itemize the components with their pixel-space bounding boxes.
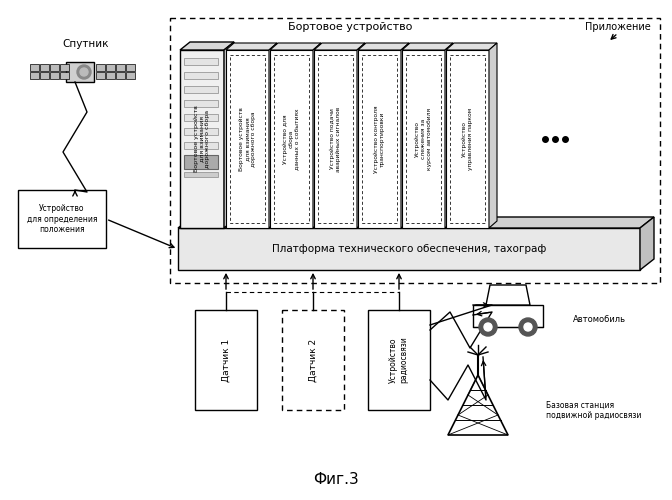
Bar — [402, 50, 445, 228]
Bar — [60, 72, 69, 79]
Bar — [40, 72, 49, 79]
Circle shape — [479, 318, 497, 336]
Bar — [18, 190, 106, 248]
Bar — [50, 64, 59, 71]
Bar — [106, 64, 115, 71]
Bar — [446, 50, 489, 228]
Polygon shape — [489, 43, 497, 228]
Text: Датчик 2: Датчик 2 — [308, 338, 317, 382]
Polygon shape — [358, 43, 409, 50]
Bar — [126, 64, 135, 71]
Bar — [473, 305, 543, 327]
Text: Платформа технического обеспечения, тахограф: Платформа технического обеспечения, тахо… — [271, 244, 546, 254]
Polygon shape — [402, 43, 453, 50]
Text: Автомобиль: Автомобиль — [573, 316, 626, 324]
Circle shape — [80, 68, 88, 76]
Polygon shape — [446, 43, 497, 50]
Text: Устройство
управления парком: Устройство управления парком — [462, 108, 473, 170]
Circle shape — [519, 318, 537, 336]
Bar — [126, 72, 135, 79]
Bar — [60, 64, 69, 71]
Text: Устройство подачи
аварийных сигналов: Устройство подачи аварийных сигналов — [330, 106, 341, 172]
Bar — [184, 128, 218, 135]
Text: Устройство контроля
транспортировки: Устройство контроля транспортировки — [374, 105, 385, 173]
Polygon shape — [178, 217, 654, 228]
Text: Устройство
слежения за
курсом автомобиля: Устройство слежения за курсом автомобиля — [415, 108, 432, 170]
Bar — [50, 72, 59, 79]
Text: Бортовое устройство: Бортовое устройство — [288, 22, 412, 32]
Bar — [116, 64, 125, 71]
Text: Устройство
для определения
положения: Устройство для определения положения — [27, 204, 97, 234]
Polygon shape — [314, 43, 365, 50]
Bar — [226, 50, 269, 228]
Bar — [96, 64, 105, 71]
Bar — [406, 55, 441, 223]
Bar — [270, 50, 313, 228]
Text: Устройство для
сбора
данных о событиях: Устройство для сбора данных о событиях — [283, 108, 300, 170]
Polygon shape — [224, 42, 234, 228]
Bar — [184, 86, 218, 93]
Text: Датчик 1: Датчик 1 — [222, 338, 230, 382]
Bar — [184, 155, 218, 169]
Polygon shape — [226, 43, 277, 50]
Bar — [274, 55, 309, 223]
Bar — [66, 62, 94, 82]
Bar — [282, 310, 344, 410]
Bar — [314, 50, 357, 228]
Polygon shape — [270, 43, 321, 50]
Bar — [184, 114, 218, 121]
Bar — [318, 55, 353, 223]
Circle shape — [524, 323, 532, 331]
Bar — [450, 55, 485, 223]
Circle shape — [484, 323, 492, 331]
Bar — [180, 50, 224, 228]
Bar — [184, 72, 218, 79]
Bar — [184, 100, 218, 107]
Text: Фиг.3: Фиг.3 — [313, 472, 359, 488]
Text: Бортовое устройств
для взимания
дорожного сбора: Бортовое устройств для взимания дорожног… — [194, 106, 210, 172]
Bar — [170, 18, 660, 283]
Bar — [230, 55, 265, 223]
Polygon shape — [448, 375, 508, 435]
Text: Базовая станция
подвижной радиосвязи: Базовая станция подвижной радиосвязи — [546, 400, 641, 419]
Bar — [362, 55, 397, 223]
Polygon shape — [180, 42, 234, 50]
Bar — [30, 64, 39, 71]
Text: Спутник: Спутник — [62, 39, 108, 49]
Polygon shape — [401, 43, 409, 228]
Bar — [40, 64, 49, 71]
Bar — [184, 58, 218, 65]
Bar — [96, 72, 105, 79]
Bar — [184, 142, 218, 149]
Bar — [116, 72, 125, 79]
Polygon shape — [445, 43, 453, 228]
Polygon shape — [486, 285, 530, 305]
Polygon shape — [640, 217, 654, 270]
Text: Приложение: Приложение — [585, 22, 651, 32]
Bar — [106, 72, 115, 79]
Bar — [178, 228, 640, 270]
Polygon shape — [269, 43, 277, 228]
Bar — [30, 72, 39, 79]
Text: Устройство
радиосвязи: Устройство радиосвязи — [389, 336, 409, 384]
Circle shape — [77, 65, 91, 79]
Bar — [368, 310, 430, 410]
Bar — [358, 50, 401, 228]
Text: Бортовое устройств
для взимания
дорожного сбора: Бортовое устройств для взимания дорожног… — [239, 107, 256, 171]
Polygon shape — [313, 43, 321, 228]
Bar — [195, 310, 257, 410]
Bar — [184, 172, 218, 177]
Polygon shape — [357, 43, 365, 228]
